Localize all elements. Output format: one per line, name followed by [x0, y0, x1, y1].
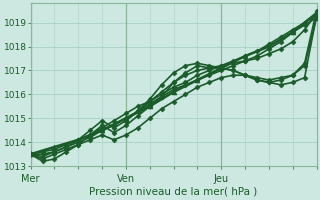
X-axis label: Pression niveau de la mer( hPa ): Pression niveau de la mer( hPa ): [90, 187, 258, 197]
